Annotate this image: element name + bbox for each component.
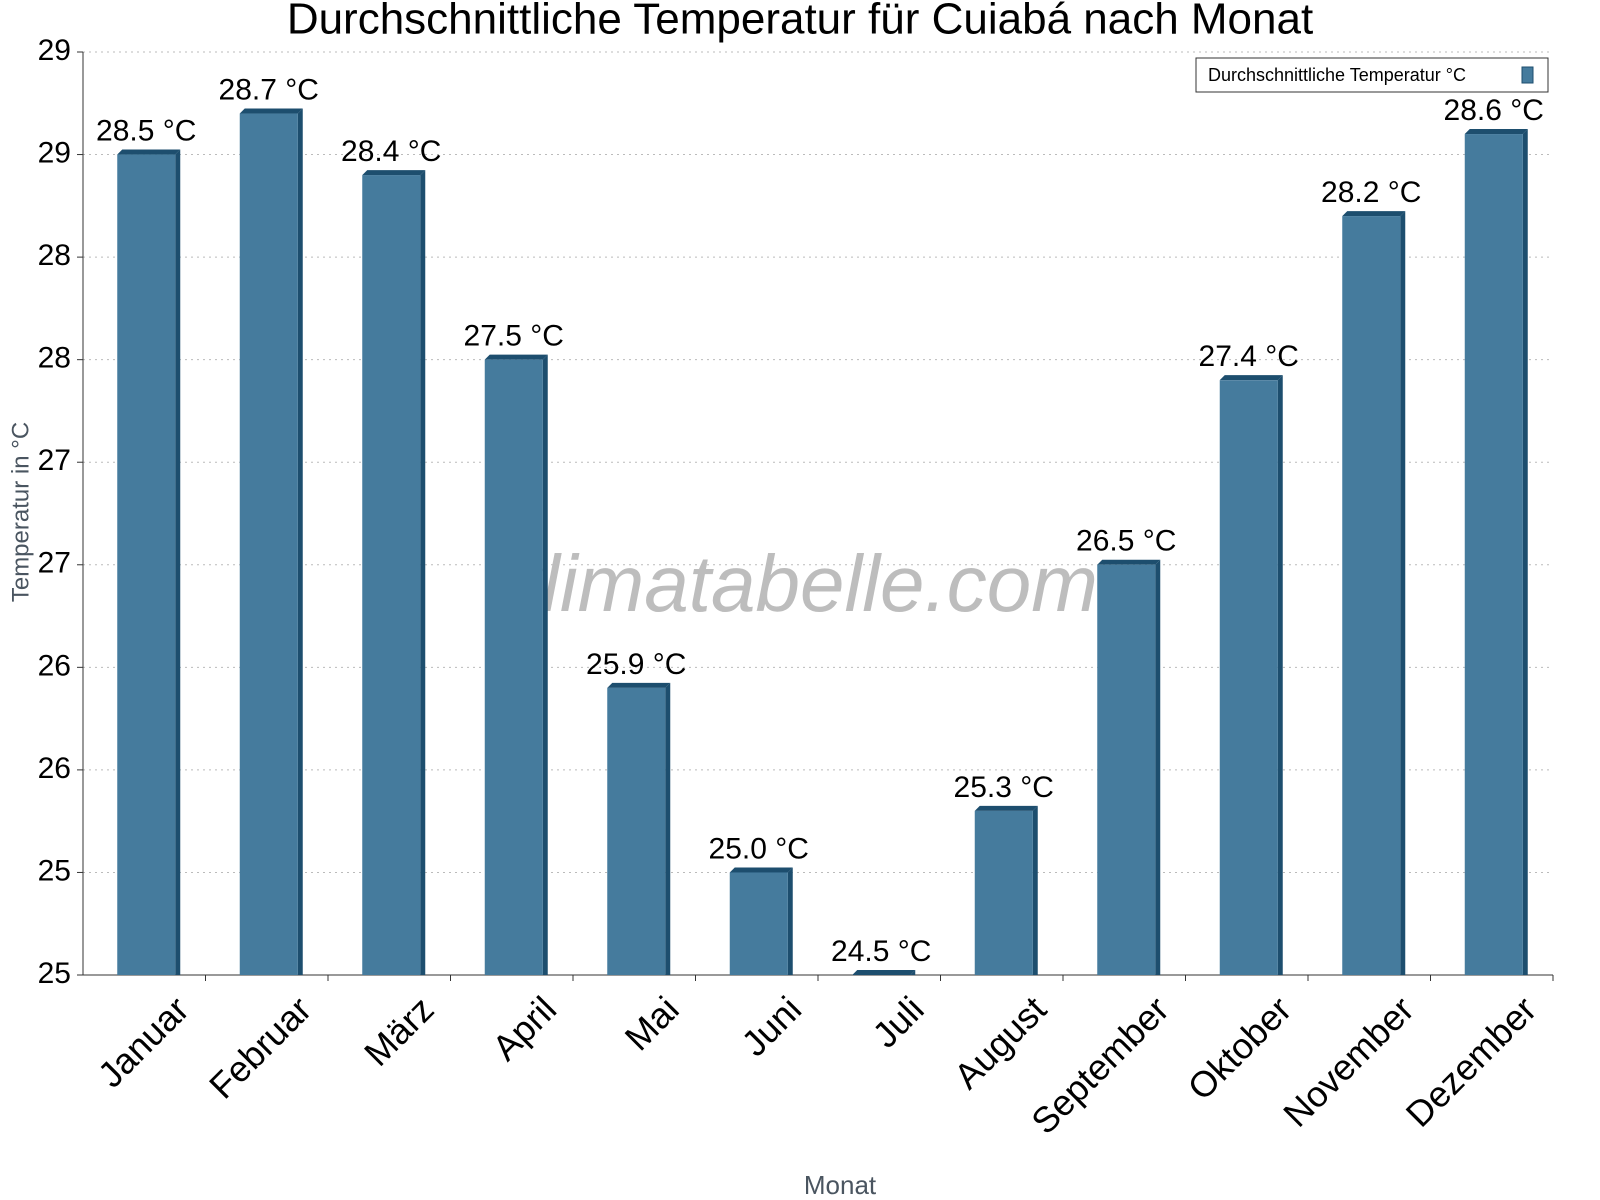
- watermark: klimatabelle.com: [502, 539, 1098, 628]
- bar-top: [1464, 129, 1528, 135]
- bar-top: [117, 149, 181, 155]
- bar-top: [852, 970, 916, 975]
- bar-side: [1155, 559, 1161, 975]
- bar: [1097, 564, 1156, 975]
- bar-top: [974, 805, 1038, 811]
- bar-top: [607, 682, 671, 688]
- bar: [607, 687, 666, 975]
- y-tick-label: 27: [38, 444, 71, 477]
- x-tick-label: Dezember: [1398, 988, 1544, 1134]
- bar-top: [362, 170, 426, 176]
- value-label: 28.2 °C: [1321, 176, 1421, 209]
- bar-side: [1032, 805, 1038, 975]
- x-tick-label: Juli: [864, 988, 931, 1055]
- bar: [117, 154, 176, 976]
- bar: [239, 113, 298, 976]
- x-tick-label: März: [356, 988, 442, 1074]
- x-tick-label: Januar: [90, 988, 197, 1095]
- y-tick-label: 26: [38, 649, 71, 682]
- bar-top: [484, 354, 548, 360]
- value-label: 27.4 °C: [1199, 340, 1299, 373]
- bar: [362, 175, 421, 976]
- bar-side: [1277, 375, 1283, 976]
- x-tick-label: November: [1275, 988, 1421, 1134]
- x-tick-label: Mai: [617, 988, 687, 1058]
- bar-side: [175, 149, 181, 976]
- bar-side: [1400, 211, 1406, 976]
- bar-top: [1097, 559, 1161, 565]
- legend-swatch: [1521, 66, 1534, 84]
- legend-box: [1195, 57, 1549, 93]
- bar-side: [665, 682, 671, 975]
- value-label: 25.3 °C: [954, 771, 1054, 804]
- chart-title: Durchschnittliche Temperatur für Cuiabá …: [287, 0, 1313, 44]
- bar-side: [420, 170, 426, 976]
- y-tick-label: 27: [38, 547, 71, 580]
- legend-label: Durchschnittliche Temperatur °C: [1208, 65, 1466, 85]
- bar-side: [1522, 129, 1528, 976]
- value-label: 24.5 °C: [831, 935, 931, 968]
- value-label: 28.6 °C: [1444, 94, 1544, 127]
- value-label: 25.0 °C: [709, 832, 809, 865]
- y-axis-label: Temperatur in °C: [7, 422, 34, 602]
- x-axis-label: Monat: [804, 1170, 877, 1200]
- x-tick-label: August: [946, 988, 1054, 1096]
- bar: [1342, 216, 1401, 976]
- bar: [1464, 134, 1523, 976]
- y-tick-label: 25: [38, 957, 71, 990]
- value-label: 28.7 °C: [219, 73, 319, 106]
- y-tick-label: 28: [38, 239, 71, 272]
- bar-side: [542, 354, 548, 976]
- bar: [729, 872, 788, 975]
- bar: [1219, 380, 1278, 976]
- x-tick-label: Februar: [201, 988, 319, 1106]
- y-tick-label: 25: [38, 854, 71, 887]
- value-label: 26.5 °C: [1076, 525, 1176, 558]
- y-tick-label: 29: [38, 136, 71, 169]
- bar-top: [1342, 211, 1406, 217]
- value-label: 28.5 °C: [96, 114, 196, 147]
- y-tick-label: 26: [38, 752, 71, 785]
- bar: [974, 810, 1033, 975]
- bar-side: [297, 108, 303, 976]
- value-label: 25.9 °C: [586, 648, 686, 681]
- value-label: 27.5 °C: [464, 320, 564, 353]
- y-tick-label: 28: [38, 342, 71, 375]
- bar: [484, 359, 543, 976]
- x-tick-label: April: [484, 988, 564, 1068]
- bar-top: [729, 867, 793, 873]
- y-tick-label: 29: [38, 34, 71, 67]
- bar-top: [239, 108, 303, 114]
- x-tick-label: Juni: [733, 988, 809, 1064]
- x-tick-label: Oktober: [1180, 988, 1300, 1108]
- bar-top: [1219, 375, 1283, 381]
- bar-side: [787, 867, 793, 975]
- value-label: 28.4 °C: [341, 135, 441, 168]
